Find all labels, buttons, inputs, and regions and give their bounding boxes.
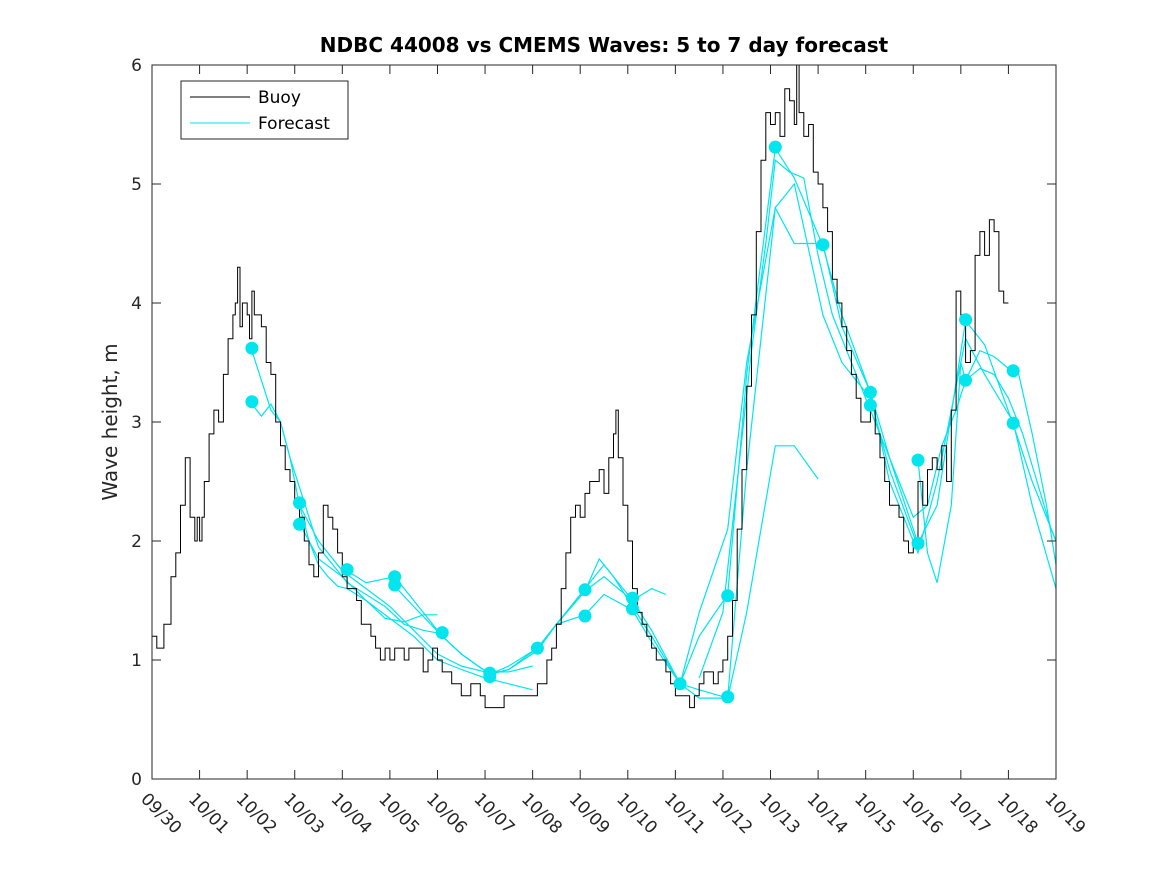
forecast-marker [245,395,259,409]
forecast-marker [959,373,973,387]
forecast-marker [959,313,973,327]
forecast-marker [578,609,592,623]
forecast-marker [435,626,449,640]
forecast-line-8 [536,146,1057,686]
x-tick-label: 10/03 [279,789,328,838]
buoy-line [152,64,1009,709]
forecast-marker [721,690,735,704]
x-tick-label: 10/10 [612,789,661,838]
forecast-marker [340,563,354,577]
y-tick-label: 3 [131,413,142,433]
x-tick-label: 10/06 [422,789,471,838]
x-tick-label: 10/19 [1040,789,1089,838]
marker-layer [245,140,1020,704]
y-tick-label: 6 [131,56,142,76]
forecast-marker [911,536,925,550]
forecast-marker [388,578,402,592]
forecast-marker [1006,364,1020,378]
x-tick-label: 10/13 [755,789,804,838]
legend-forecast-label: Forecast [258,114,330,134]
x-tick-label: 10/02 [232,789,281,838]
forecast-marker [578,583,592,597]
forecast-marker [673,677,687,691]
forecast-line-12 [917,349,1057,583]
forecast-marker [530,641,544,655]
x-tick-label: 10/15 [850,789,899,838]
y-tick-label: 0 [131,770,142,790]
forecast-marker [626,602,639,616]
x-tick-label: 10/11 [660,789,709,838]
legend: Buoy Forecast [180,80,349,140]
x-tick-label: 10/12 [707,789,756,838]
y-tick-label: 1 [131,651,142,671]
x-tick-label: 10/14 [803,789,852,838]
x-tick-label: 10/04 [327,789,376,838]
forecast-marker [721,589,735,603]
forecast-marker [483,670,497,684]
x-tick-label: 10/16 [898,789,947,838]
y-axis-label: Wave height, m [98,343,122,500]
forecast-marker [626,591,639,605]
y-tick-label: 5 [131,175,142,195]
x-tick-label: 10/05 [374,789,423,838]
x-tick-label: 10/01 [184,789,233,838]
forecast-marker [863,398,877,412]
x-tick-label: 10/17 [945,789,994,838]
forecast-marker [816,238,830,252]
forecast-marker [1006,416,1020,430]
plot-area [152,65,1056,779]
forecast-marker [911,453,925,467]
forecast-line-10 [727,445,819,699]
x-tick-label: 10/18 [993,789,1042,838]
y-tick-label: 2 [131,532,142,552]
forecast-marker [293,496,306,510]
forecast-marker [768,140,782,154]
forecast-marker [863,385,877,399]
chart-title: NDBC 44008 vs CMEMS Waves: 5 to 7 day fo… [320,33,889,57]
x-tick-label: 10/09 [565,789,614,838]
legend-buoy-label: Buoy [258,88,301,108]
forecast-line-11 [698,159,1057,679]
forecast-marker [245,341,259,355]
x-tick-label: 09/30 [136,789,185,838]
x-tick-label: 10/08 [517,789,566,838]
x-tick-label: 10/07 [470,789,519,838]
legend-box [180,80,349,140]
forecast-marker [293,517,306,531]
y-tick-label: 4 [131,294,142,314]
